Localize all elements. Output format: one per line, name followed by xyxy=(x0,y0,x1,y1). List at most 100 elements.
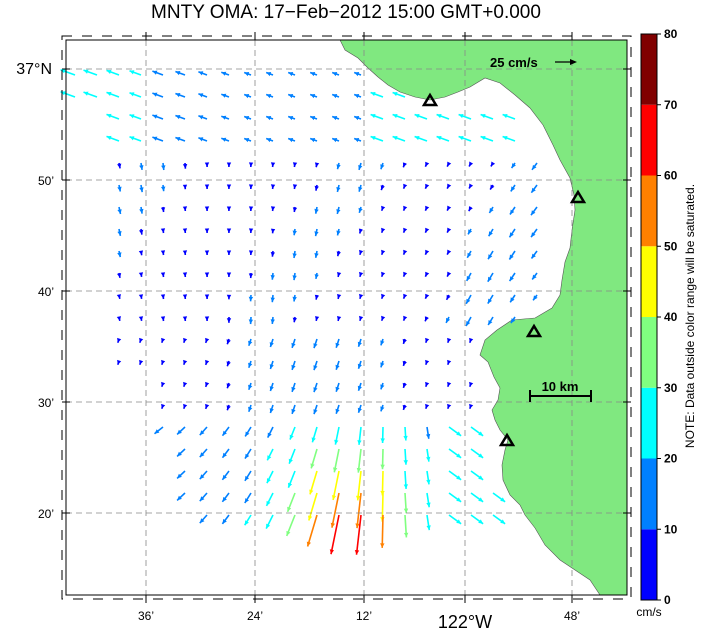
current-vector-head xyxy=(480,136,486,141)
current-vector-head xyxy=(403,293,408,299)
current-vector-head xyxy=(266,72,272,77)
current-vector-head xyxy=(160,207,166,212)
current-vector-head xyxy=(335,386,340,392)
current-vector-head xyxy=(182,294,188,299)
current-vector-head xyxy=(267,455,272,461)
current-vector-head xyxy=(381,227,386,233)
current-vector-head xyxy=(248,296,254,302)
current-vector-head xyxy=(204,206,210,211)
current-vector-head xyxy=(177,495,182,501)
current-vector-head xyxy=(509,232,514,238)
current-vector-head xyxy=(175,93,181,98)
current-vector-head xyxy=(226,184,232,189)
current-vector-head xyxy=(333,467,338,473)
current-vector-head xyxy=(267,432,272,438)
colorbar: 0 10 20 30 40 50 60 70 80 xyxy=(640,27,678,607)
current-vector-head xyxy=(152,70,158,75)
current-vector-head xyxy=(139,229,144,235)
current-vector-head xyxy=(248,162,254,167)
current-vector-head xyxy=(458,136,464,141)
colorbar-tick-label: 40 xyxy=(664,310,678,324)
current-vector-head xyxy=(310,72,316,77)
current-vector-head xyxy=(425,161,430,167)
current-vector-head xyxy=(288,458,293,464)
current-vector-head xyxy=(335,408,340,414)
current-vector-head xyxy=(380,406,385,412)
current-vector-head xyxy=(182,250,188,255)
current-vector xyxy=(330,514,340,555)
current-vector-head xyxy=(198,93,204,98)
current-vector-head xyxy=(500,519,506,524)
current-vector-head xyxy=(425,403,430,409)
current-vector-head xyxy=(288,138,294,143)
current-vector-head xyxy=(199,474,205,480)
current-vector-head xyxy=(532,164,537,170)
current-vector-head xyxy=(531,253,536,259)
colorbar-segment xyxy=(641,529,657,600)
current-vector-head xyxy=(204,294,210,299)
current-vector-head xyxy=(480,114,486,119)
current-vector-head xyxy=(222,496,227,502)
current-vector-head xyxy=(248,206,254,211)
current-vector xyxy=(381,514,384,548)
current-vector-head xyxy=(226,294,232,300)
current-vector-head xyxy=(226,361,231,367)
current-vector-head xyxy=(139,359,144,365)
current-vector-head xyxy=(354,138,360,143)
current-vector-head xyxy=(270,228,276,234)
current-vector-head xyxy=(138,294,144,299)
current-vector-head xyxy=(138,250,144,256)
current-vector-head xyxy=(269,386,274,391)
current-vector-head xyxy=(425,249,430,255)
current-vector-head xyxy=(392,114,398,119)
current-vector-head xyxy=(248,319,253,325)
lon-label-48: 48’ xyxy=(564,609,580,623)
colorbar-segment xyxy=(641,317,657,388)
current-vector-head xyxy=(292,230,297,236)
current-vector-head xyxy=(205,403,210,409)
current-vector-head xyxy=(199,452,205,458)
current-vector-head xyxy=(357,440,362,445)
current-vector-head xyxy=(488,254,493,260)
colorbar-segment xyxy=(641,458,657,530)
current-vector-head xyxy=(199,430,205,436)
current-vector-head xyxy=(160,272,166,277)
current-vector-head xyxy=(354,550,360,555)
current-vector-head xyxy=(314,253,319,258)
colorbar-unit: cm/s xyxy=(636,605,661,619)
current-vector-head xyxy=(469,381,474,387)
current-vector-head xyxy=(456,519,462,524)
colorbar-tick-label: 0 xyxy=(664,593,671,607)
current-vector-head xyxy=(129,70,135,75)
current-vector-head xyxy=(313,343,318,349)
colorbar-tick-label: 70 xyxy=(664,98,678,112)
current-vector-head xyxy=(287,506,292,512)
current-vector-head xyxy=(183,403,188,409)
current-vector-head xyxy=(532,274,537,280)
current-vector-head xyxy=(425,293,430,299)
current-vector-head xyxy=(478,431,484,436)
current-vector-head xyxy=(359,293,364,299)
current-vector-head xyxy=(358,186,363,192)
current-vector-head xyxy=(204,250,210,255)
current-vector-head xyxy=(447,381,452,387)
current-vector-head xyxy=(117,273,122,278)
current-vector-head xyxy=(244,498,249,503)
current-vector-head xyxy=(106,91,112,96)
current-vector-head xyxy=(116,316,121,321)
current-vector-head xyxy=(447,205,452,211)
current-vector-head xyxy=(337,294,342,299)
current-vector-head xyxy=(288,482,293,488)
current-vector-head xyxy=(182,206,188,211)
current-vector-head xyxy=(248,340,253,346)
current-vector-head xyxy=(106,69,112,74)
map-title: MNTY OMA: 17−Feb−2012 15:00 GMT+0.000 xyxy=(151,2,541,23)
current-vector-head xyxy=(447,337,452,343)
current-vector-head xyxy=(177,451,182,457)
current-vector-head xyxy=(456,453,462,458)
current-vector-head xyxy=(315,316,320,321)
current-vector-head xyxy=(152,114,158,119)
lat-label-30: 30’ xyxy=(38,396,54,410)
current-vector-head xyxy=(426,479,431,485)
colorbar-tick-label: 60 xyxy=(664,169,678,183)
